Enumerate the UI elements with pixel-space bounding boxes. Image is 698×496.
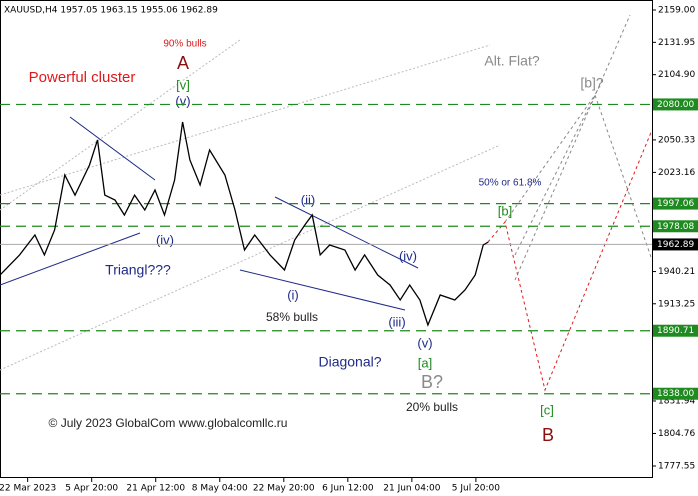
annotation: B bbox=[542, 425, 554, 445]
annotation: [v] bbox=[176, 77, 190, 92]
annotation: Alt. Flat? bbox=[484, 53, 539, 69]
annotation: Diagonal? bbox=[318, 354, 381, 370]
x-tick-label: 21 Apr 12:00 bbox=[126, 484, 185, 494]
x-tick-label: 5 Apr 20:00 bbox=[65, 484, 118, 494]
annotation: (i) bbox=[287, 287, 299, 302]
y-tick-label: 2131.95 bbox=[658, 38, 695, 48]
level-tag bbox=[653, 220, 698, 233]
y-tick-label: 1940.21 bbox=[658, 267, 695, 277]
level-tag bbox=[653, 98, 698, 111]
annotation: (v) bbox=[175, 93, 190, 108]
channel-line bbox=[0, 39, 241, 211]
annotation: 90% bulls bbox=[163, 39, 206, 50]
level-tag bbox=[653, 387, 698, 400]
annotation: Triangl??? bbox=[105, 262, 171, 278]
diagonal-line bbox=[274, 196, 419, 269]
x-tick-label: 6 Jun 12:00 bbox=[322, 484, 374, 494]
annotation: (iii) bbox=[388, 314, 405, 329]
current-price-tag bbox=[653, 238, 698, 251]
x-tick-label: 22 May 20:00 bbox=[253, 484, 315, 494]
annotation: (iv) bbox=[156, 232, 174, 247]
price-line bbox=[0, 121, 489, 327]
projection bbox=[504, 93, 653, 261]
y-tick-label: 2159.00 bbox=[658, 6, 695, 16]
y-tick-label: 1913.25 bbox=[658, 299, 695, 309]
y-tick-label: 2050.33 bbox=[658, 135, 695, 145]
current-price-label: 1962.89 bbox=[657, 240, 694, 250]
x-tick-label: 5 Jul 20:00 bbox=[452, 484, 501, 494]
annotation: (iv) bbox=[399, 248, 417, 263]
level-label: 2080.00 bbox=[657, 100, 694, 110]
triangle-line bbox=[0, 232, 141, 286]
triangle-line bbox=[69, 116, 156, 181]
annotation: A bbox=[177, 53, 189, 73]
y-tick-label: 1777.55 bbox=[658, 462, 695, 472]
annotation: [b]? bbox=[580, 75, 604, 91]
x-tick-label: 21 Jun 04:00 bbox=[383, 484, 440, 494]
annotation: 58% bulls bbox=[266, 310, 318, 324]
annotation: [c] bbox=[540, 402, 554, 417]
projection bbox=[514, 14, 631, 281]
annotation: 50% or 61.8% bbox=[479, 178, 542, 189]
projection bbox=[487, 129, 653, 392]
x-tick-label: 8 May 04:00 bbox=[192, 484, 248, 494]
annotation: [a] bbox=[418, 355, 432, 370]
y-tick-label: 1831.94 bbox=[658, 396, 695, 406]
level-label: 1997.06 bbox=[657, 199, 694, 209]
annotation: 20% bulls bbox=[406, 400, 458, 414]
channel-line bbox=[0, 44, 491, 196]
level-tag bbox=[653, 197, 698, 210]
annotation: [b] bbox=[498, 203, 512, 218]
y-tick-label: 2104.90 bbox=[658, 70, 695, 80]
annotation: (ii) bbox=[301, 192, 315, 207]
level-label: 1890.71 bbox=[657, 326, 694, 336]
level-label: 1978.08 bbox=[657, 222, 694, 232]
level-label: 1838.00 bbox=[657, 389, 694, 399]
channel-line bbox=[0, 144, 501, 371]
y-tick-label: 2023.16 bbox=[658, 168, 695, 178]
diagonal-line bbox=[239, 269, 406, 311]
plot-frame bbox=[0, 0, 653, 478]
level-tag bbox=[653, 324, 698, 337]
copyright: © July 2023 GlobalCom www.globalcomllc.r… bbox=[49, 416, 288, 430]
annotation: (v) bbox=[417, 335, 432, 350]
y-tick-label: 1804.76 bbox=[658, 429, 695, 439]
symbol-header: XAUUSD,H4 1957.05 1963.15 1955.06 1962.8… bbox=[4, 6, 218, 16]
annotation: Powerful cluster bbox=[29, 69, 136, 86]
annotation: B? bbox=[421, 372, 443, 392]
x-tick-label: 22 Mar 2023 bbox=[0, 484, 56, 494]
